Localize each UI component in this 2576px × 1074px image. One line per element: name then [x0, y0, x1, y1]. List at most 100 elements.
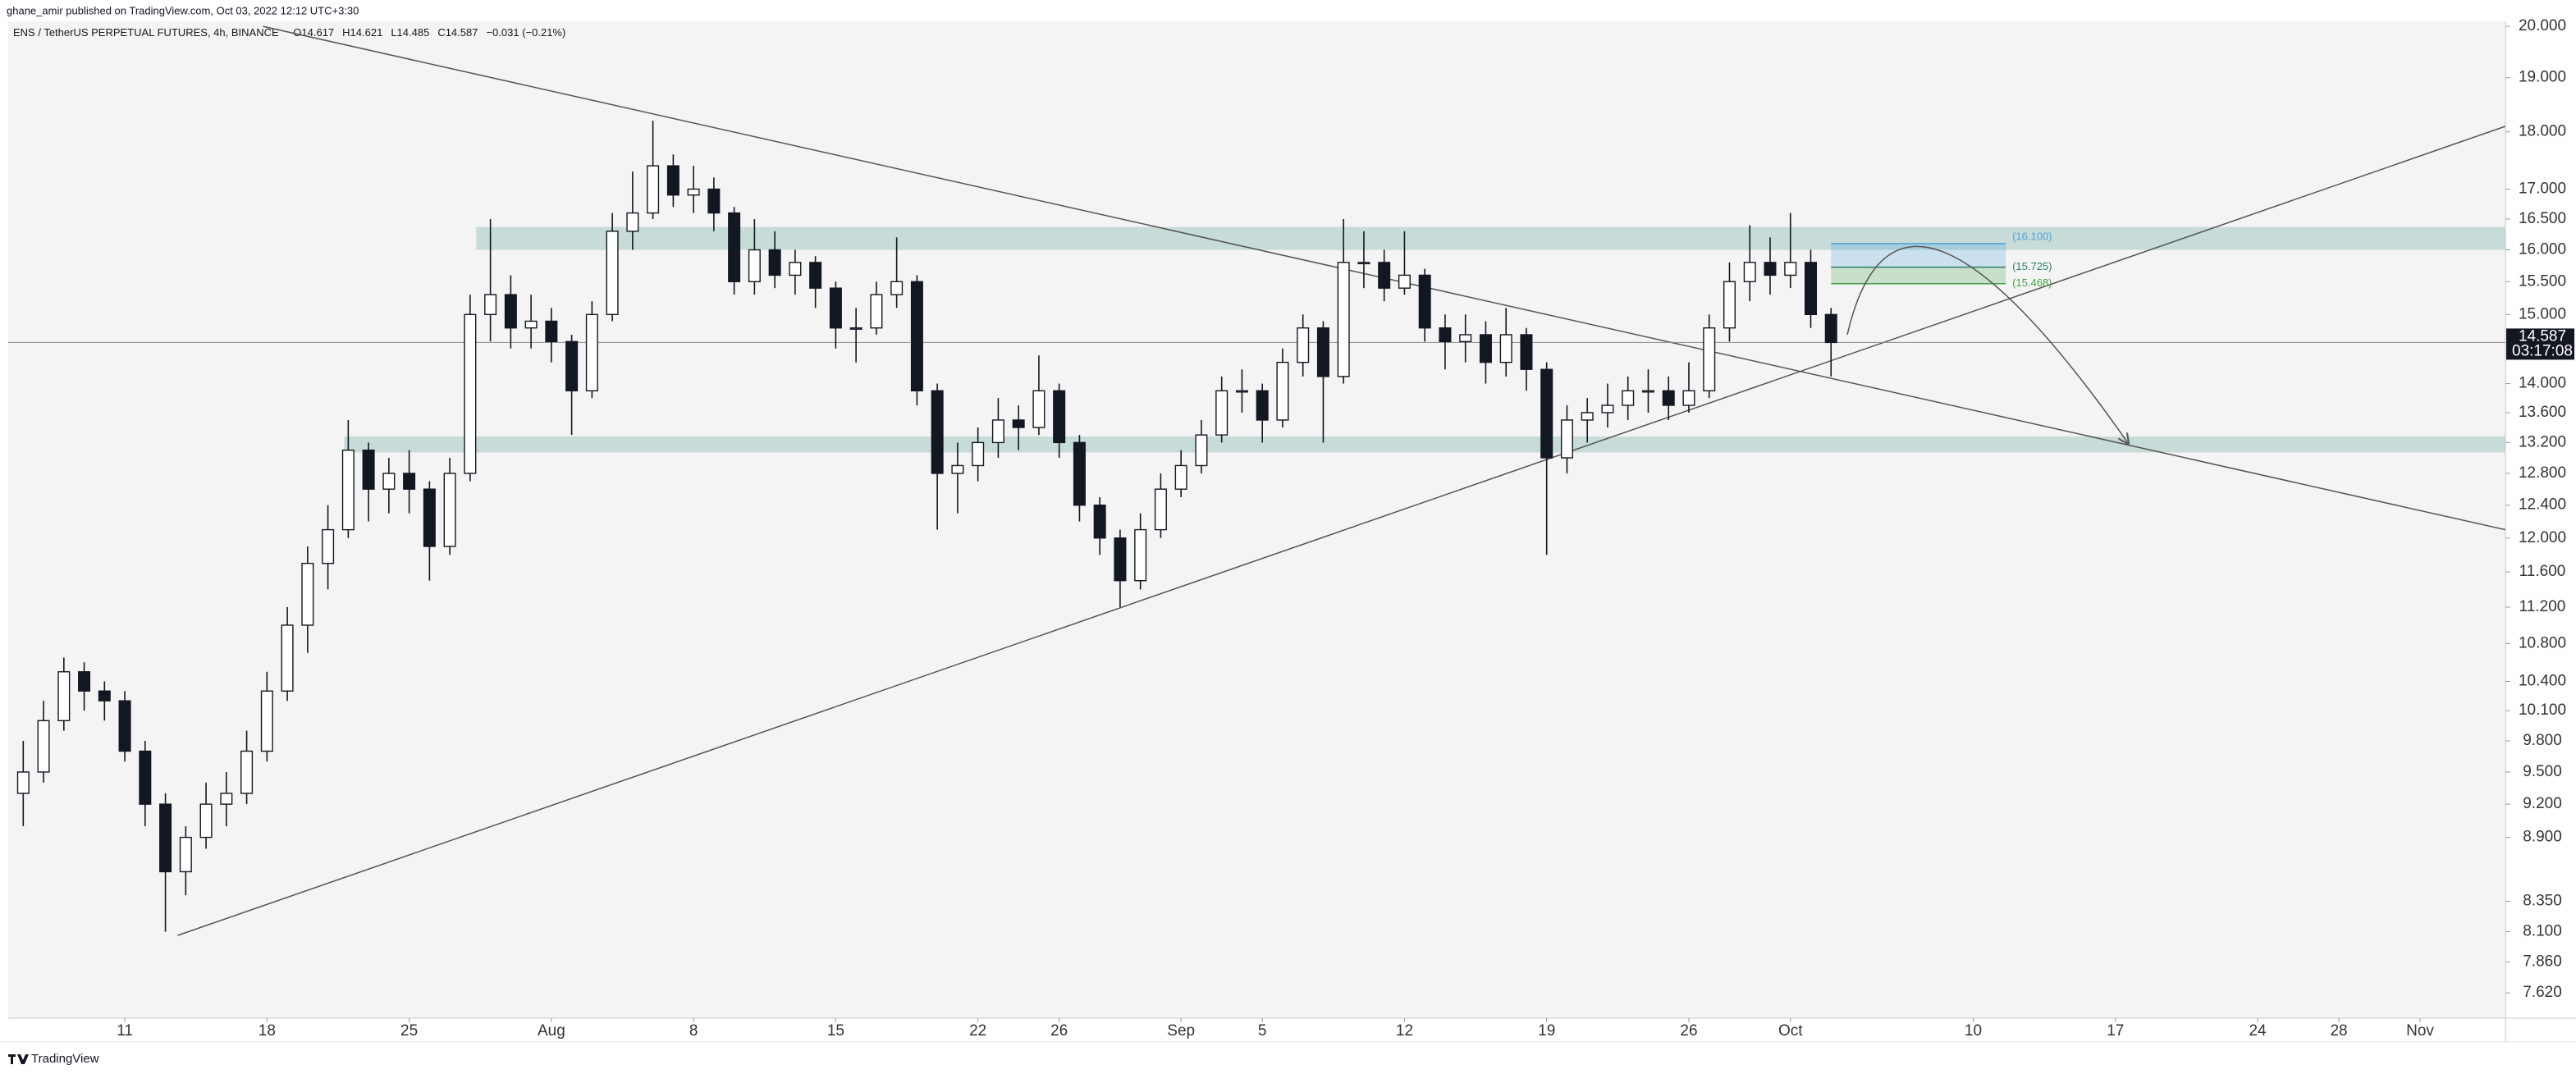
- candle-body: [1601, 404, 1614, 414]
- y-tick-label: 10.400: [2519, 672, 2566, 689]
- x-tick-label: 11: [117, 1022, 133, 1040]
- plot-area: (16.100) (15.725) (15.468): [8, 25, 2505, 936]
- y-tick-label: 8.900: [2523, 829, 2562, 846]
- candle-body: [1540, 368, 1553, 459]
- candle-body: [1195, 434, 1208, 467]
- candle-body: [870, 294, 883, 329]
- candle-body: [78, 671, 91, 692]
- ohlc-value: H14.621: [342, 26, 382, 39]
- x-tick-label: Aug: [538, 1022, 565, 1040]
- y-tick-label: 16.500: [2519, 210, 2566, 227]
- candle-body: [240, 750, 254, 794]
- candle-body: [1804, 262, 1817, 316]
- candle-body: [1174, 464, 1187, 490]
- ohlc-value: O14.617: [293, 26, 334, 39]
- candle-body: [728, 212, 741, 282]
- candle-body: [1256, 390, 1269, 421]
- candle-body: [1459, 334, 1472, 343]
- y-tick-label: 7.860: [2523, 953, 2562, 970]
- last-price-box: [2506, 328, 2574, 360]
- y-tick-label: 12.400: [2519, 496, 2566, 514]
- y-tick-label: 13.200: [2519, 433, 2566, 450]
- candle-body: [1053, 390, 1066, 444]
- candle-body: [281, 624, 294, 692]
- candle-body: [159, 803, 172, 873]
- candle-body: [1662, 390, 1675, 406]
- candle-body: [1337, 262, 1350, 377]
- position-target-zone: [1831, 243, 2006, 267]
- candle-body: [362, 449, 375, 490]
- symbol-legend: ENS / TetherUS PERPETUAL FUTURES, 4h, BI…: [13, 26, 565, 39]
- candle-body: [139, 750, 152, 805]
- symbol-title: ENS / TetherUS PERPETUAL FUTURES, 4h, BI…: [13, 26, 279, 39]
- candle-body: [341, 449, 355, 531]
- candle-body: [1134, 528, 1147, 582]
- candle-body: [1093, 505, 1106, 539]
- candle-body: [98, 690, 111, 702]
- candle-body: [565, 340, 579, 391]
- x-tick-label: Oct: [1778, 1022, 1803, 1040]
- candle-body: [1276, 361, 1289, 421]
- candle-body: [606, 231, 619, 316]
- candle-body: [991, 419, 1004, 444]
- candle-body: [443, 473, 456, 547]
- candle-body: [849, 327, 862, 330]
- x-tick-label: 22: [969, 1022, 986, 1040]
- candle-body: [1581, 412, 1594, 421]
- candle-body: [403, 473, 416, 490]
- price-zone: [476, 226, 2505, 250]
- candle-body: [666, 165, 679, 196]
- candle-body: [484, 294, 497, 316]
- position-stop-zone: [1831, 267, 2006, 284]
- x-tick-label: 5: [1258, 1022, 1267, 1040]
- candle-body: [748, 249, 761, 282]
- candle-body: [1560, 419, 1573, 459]
- y-tick-label: 19.000: [2519, 69, 2566, 86]
- candle-body: [118, 700, 131, 752]
- publisher-line: ghane_amir published on TradingView.com,…: [7, 4, 359, 16]
- y-tick-label: 20.000: [2519, 17, 2566, 34]
- y-tick-label: 15.000: [2519, 305, 2566, 322]
- candle-body: [951, 464, 964, 474]
- candle-body: [1012, 419, 1025, 428]
- candle-body: [382, 473, 396, 490]
- plot-background: [8, 21, 2505, 1018]
- y-tick-label: 17.000: [2519, 181, 2566, 198]
- candle-body: [301, 562, 314, 626]
- candle-body: [179, 836, 192, 873]
- candle-body: [16, 771, 30, 794]
- candle-body: [1398, 274, 1411, 289]
- candle-body: [1073, 441, 1086, 506]
- x-tick-label: 10: [1965, 1022, 1982, 1040]
- position-label: (16.100): [2012, 230, 2052, 242]
- candle-body: [647, 165, 660, 214]
- y-tick-label: 15.500: [2519, 272, 2566, 290]
- last-price-label: 14.587: [2519, 327, 2566, 345]
- candle-body: [57, 671, 71, 722]
- x-tick-label: Sep: [1167, 1022, 1195, 1040]
- candle-body: [1215, 390, 1229, 436]
- candle-body: [1622, 390, 1635, 406]
- ohlc-value: L14.485: [391, 26, 429, 39]
- candle-body: [1297, 327, 1310, 363]
- y-tick-label: 14.000: [2519, 375, 2566, 392]
- candle-body: [1824, 313, 1837, 344]
- y-tick-label: 12.000: [2519, 529, 2566, 546]
- candle-body: [1723, 281, 1736, 329]
- candle-body: [1479, 334, 1492, 363]
- candle-body: [585, 313, 598, 391]
- ohlc-value: −0.031 (−0.21%): [486, 26, 565, 39]
- candle-body: [931, 390, 944, 474]
- candle-body: [1032, 390, 1045, 428]
- candle-body: [260, 690, 273, 752]
- x-tick-label: 28: [2330, 1022, 2347, 1040]
- y-tick-label: 13.600: [2519, 404, 2566, 421]
- candle-body: [1439, 327, 1452, 343]
- x-tick-label: 15: [827, 1022, 844, 1040]
- footer-brand: TradingView: [31, 1052, 99, 1066]
- candle-body: [1378, 262, 1391, 289]
- candle-body: [37, 720, 50, 773]
- x-tick-label: 19: [1538, 1022, 1555, 1040]
- candle-body: [1357, 262, 1370, 265]
